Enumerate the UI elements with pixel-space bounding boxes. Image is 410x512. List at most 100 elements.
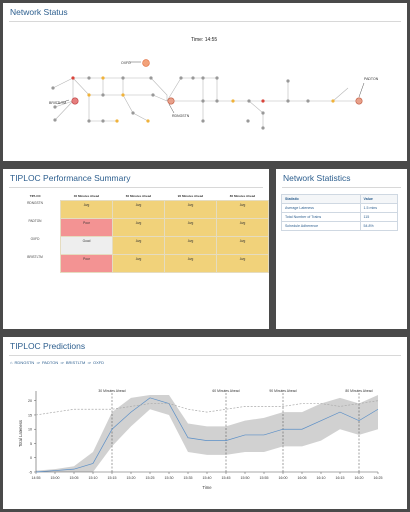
junction-node[interactable]: [53, 118, 57, 122]
performance-cell[interactable]: Avg: [164, 236, 217, 255]
junction-node[interactable]: [286, 99, 290, 103]
junction-node[interactable]: [201, 76, 205, 80]
divider: [9, 355, 401, 356]
y-axis-label: Total Lateness: [18, 420, 23, 447]
table-row: Schedule Adherence 54.8%: [281, 221, 399, 231]
junction-node[interactable]: [87, 76, 91, 80]
horizon-marker-label: 30 Minutes Ahead: [98, 389, 125, 393]
performance-cell-text: Avg: [135, 203, 142, 207]
route-link-padton[interactable]: PADTON: [41, 360, 59, 365]
junction-node[interactable]: [87, 119, 91, 123]
tiploc-predictions-title: TIPLOC Predictions: [10, 341, 86, 351]
performance-cell-text: Avg: [187, 221, 194, 225]
performance-cell[interactable]: Avg: [164, 254, 217, 273]
performance-cell[interactable]: Avg: [164, 218, 217, 237]
bristltm-label: BRISTLTM: [49, 101, 66, 105]
performance-cell-text: Avg: [187, 203, 194, 207]
junction-node[interactable]: [146, 119, 150, 123]
x-tick-label: 15:45: [222, 476, 231, 480]
performance-cell[interactable]: Avg: [216, 254, 269, 273]
performance-cell[interactable]: Poor: [60, 218, 113, 237]
junction-node[interactable]: [101, 119, 105, 123]
junction-node[interactable]: [215, 99, 219, 103]
statistic-value: 115: [359, 212, 399, 222]
x-tick-label: 15:55: [260, 476, 269, 480]
junction-node[interactable]: [191, 76, 195, 80]
route-link-rdngstn[interactable]: RDNGSTN: [14, 360, 35, 365]
junction-node[interactable]: [201, 99, 205, 103]
horizon-marker-label: 90 Minutes Ahead: [269, 389, 296, 393]
performance-cell[interactable]: Good: [60, 236, 113, 255]
tiploc-cell: PADTON: [28, 218, 42, 223]
route-link-oxfd[interactable]: OXFD: [92, 360, 105, 365]
junction-node[interactable]: [121, 93, 125, 97]
junction-node[interactable]: [101, 76, 105, 80]
performance-cell[interactable]: Poor: [60, 254, 113, 273]
table-header-row: TIPLOC 30 Minutes Ahead 60 Minutes Ahead…: [10, 192, 269, 201]
junction-node[interactable]: [149, 76, 153, 80]
performance-cell[interactable]: Avg: [112, 254, 165, 273]
horizon-marker-label: 80 Minutes Ahead: [345, 389, 372, 393]
junction-node[interactable]: [151, 93, 155, 97]
junction-node[interactable]: [87, 93, 91, 97]
rdngstn-station-node[interactable]: [167, 97, 175, 105]
route-link-bristltm[interactable]: BRISTLTM: [65, 360, 86, 365]
network-graph[interactable]: OXFD PADTON BRISTLTM RDNGSTN: [3, 3, 407, 161]
junction-node[interactable]: [71, 76, 75, 80]
column-header: TIPLOC: [29, 194, 41, 199]
column-header: Value: [359, 194, 399, 204]
performance-cell-text: Avg: [239, 239, 246, 243]
x-tick-label: 15:50: [241, 476, 250, 480]
rdngstn-label: RDNGSTN: [172, 114, 190, 118]
junction-node[interactable]: [286, 79, 290, 83]
divider: [9, 187, 263, 188]
divider: [282, 187, 401, 188]
padton-station-node[interactable]: [355, 97, 363, 105]
junction-node[interactable]: [215, 76, 219, 80]
junction-node[interactable]: [246, 119, 250, 123]
junction-node[interactable]: [53, 105, 57, 109]
junction-node[interactable]: [306, 99, 310, 103]
performance-cell[interactable]: Avg: [216, 218, 269, 237]
junction-node[interactable]: [131, 111, 135, 115]
junction-node[interactable]: [247, 99, 251, 103]
performance-cell[interactable]: Avg: [216, 236, 269, 255]
time-label: Time: 14:55: [191, 37, 218, 43]
x-tick-label: 15:05: [70, 476, 79, 480]
junction-node[interactable]: [51, 86, 55, 90]
performance-cell[interactable]: Avg: [216, 200, 269, 219]
bristltm-station-node[interactable]: [71, 97, 79, 105]
x-tick-label: 16:05: [298, 476, 307, 480]
performance-cell-text: Avg: [83, 203, 90, 207]
performance-cell-text: Avg: [187, 257, 194, 261]
junction-node[interactable]: [179, 76, 183, 80]
network-nodes: [51, 59, 363, 130]
statistic-label: Total Number of Trains: [281, 212, 361, 222]
performance-cell[interactable]: Avg: [60, 200, 113, 219]
table-row: Total Number of Trains 115: [281, 212, 399, 222]
junction-node[interactable]: [331, 99, 335, 103]
tiploc-cell: BRISTLTM: [27, 254, 43, 259]
junction-node[interactable]: [231, 99, 235, 103]
junction-node[interactable]: [201, 119, 205, 123]
performance-cell[interactable]: Avg: [112, 236, 165, 255]
divider: [9, 21, 401, 22]
performance-cell-text: Avg: [239, 257, 246, 261]
performance-cell[interactable]: Avg: [164, 200, 217, 219]
tiploc-performance-title: TIPLOC Performance Summary: [10, 173, 131, 183]
performance-cell[interactable]: Avg: [112, 218, 165, 237]
table-row: PADTON Poor Avg Avg Avg: [10, 218, 269, 237]
horizon-marker-label: 60 Minutes Ahead: [212, 389, 239, 393]
performance-cell-text: Good: [82, 239, 91, 243]
table-row: RDNGSTN Avg Avg Avg Avg: [10, 200, 269, 219]
junction-node[interactable]: [115, 119, 119, 123]
junction-node[interactable]: [101, 93, 105, 97]
lateness-prediction-chart[interactable]: -5 0 5 10 15 20 14:55 15:00 15:05 15:10 15:15 15:20…: [3, 337, 407, 509]
junction-node[interactable]: [261, 99, 265, 103]
junction-node[interactable]: [121, 76, 125, 80]
performance-cell[interactable]: Avg: [112, 200, 165, 219]
junction-node[interactable]: [261, 126, 265, 130]
y-tick-label: 10: [28, 428, 32, 432]
junction-node[interactable]: [261, 111, 265, 115]
oxfd-station-node[interactable]: [142, 59, 150, 67]
